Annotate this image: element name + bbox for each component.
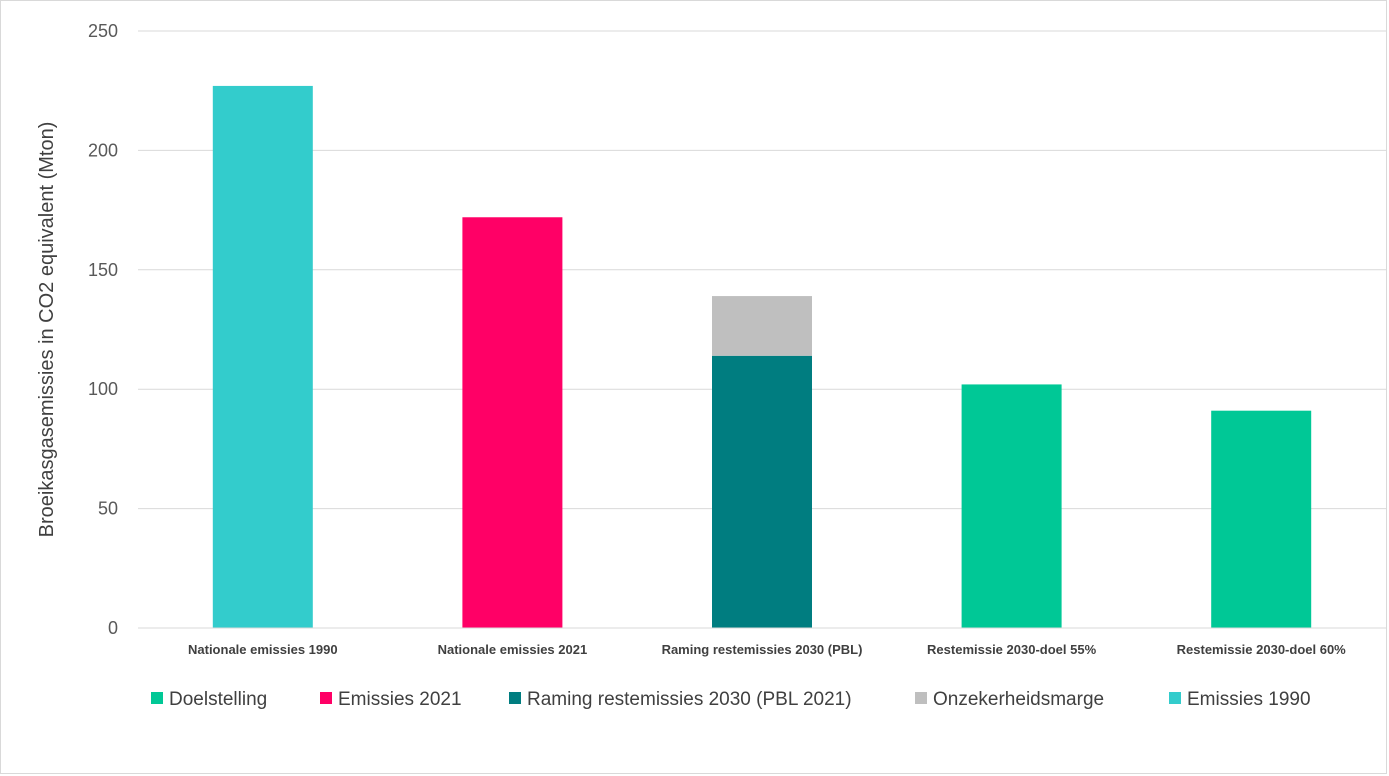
legend-entry: Emissies 1990 (1187, 689, 1311, 710)
x-category-label: Restemissie 2030-doel 60% (1177, 642, 1347, 657)
bars (212, 85, 1312, 628)
bar-2-series-2 (462, 217, 563, 628)
y-tick-label: 0 (108, 618, 118, 638)
x-category-label: Nationale emissies 1990 (188, 642, 338, 657)
legend-entry: Emissies 2021 (338, 689, 462, 710)
bar-1-series-5 (212, 85, 313, 628)
y-tick-label: 100 (88, 379, 118, 399)
bar-5-series-1 (1211, 410, 1312, 628)
y-axis-title: Broeikasgasemissies in CO2 equivalent (M… (36, 122, 58, 538)
y-tick-label: 150 (88, 260, 118, 280)
gridlines (138, 30, 1386, 510)
x-category-label: Nationale emissies 2021 (438, 642, 588, 657)
x-category-label: Raming restemissies 2030 (PBL) (662, 642, 863, 657)
legend-entry: Onzekerheidsmarge (933, 689, 1104, 710)
bar-4-series-1 (961, 384, 1062, 628)
legend-swatch (1169, 692, 1181, 704)
y-tick-label: 200 (88, 140, 118, 160)
y-tick-label: 250 (88, 21, 118, 41)
legend-swatch (320, 692, 332, 704)
x-axis-categories: Nationale emissies 1990 Nationale emissie… (188, 642, 1346, 657)
x-category-label: Restemissie 2030-doel 55% (927, 642, 1097, 657)
y-axis-ticks: 0 50 100 150 200 250 (88, 21, 118, 638)
y-tick-label: 50 (98, 499, 118, 519)
legend-entry: Raming restemissies 2030 (PBL 2021) (527, 689, 852, 710)
bar-3-series-4 (712, 296, 812, 356)
legend-swatch (151, 692, 163, 704)
legend-entry: Doelstelling (169, 689, 267, 710)
legend: Doelstelling Emissies 2021 Raming restemis… (151, 689, 1311, 710)
legend-swatch (915, 692, 927, 704)
legend-swatch (509, 692, 521, 704)
bar-3-series-3 (712, 355, 812, 628)
